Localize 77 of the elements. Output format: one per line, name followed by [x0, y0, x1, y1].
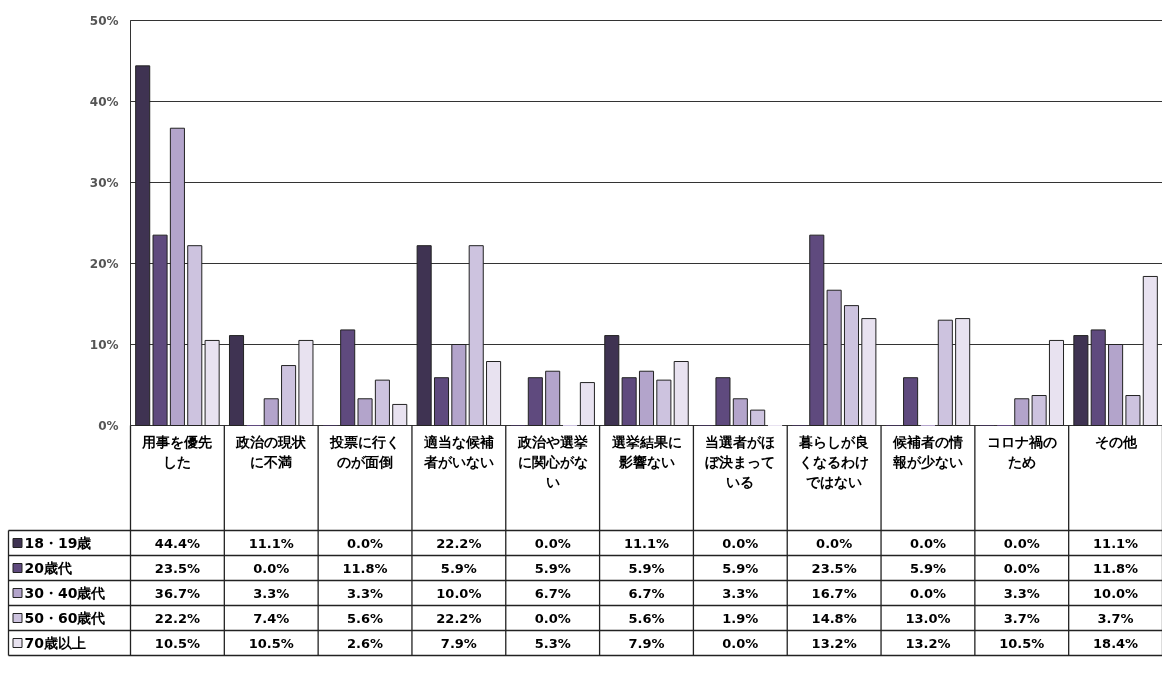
data-label: 36.7%: [154, 585, 200, 601]
data-label: 1.9%: [722, 610, 759, 626]
data-label: 11.1%: [623, 535, 670, 551]
y-tick-label: 30%: [89, 175, 119, 190]
data-label: 11.1%: [248, 535, 294, 551]
data-label: 18.4%: [1093, 635, 1139, 651]
legend-label: 50・60歳代: [24, 610, 106, 626]
x-tick-label: 政治の現状に不満: [235, 433, 308, 470]
data-label: 0.0%: [347, 535, 384, 551]
data-label: 14.8%: [811, 610, 857, 626]
data-label: 22.2%: [436, 610, 482, 626]
legend-label: 18・19歳: [24, 535, 92, 551]
data-label: 13.2%: [811, 635, 857, 651]
y-tick-label: 10%: [89, 337, 119, 352]
data-label: 5.9%: [440, 560, 477, 576]
x-tick-label: 選挙結果に影響ない: [610, 433, 682, 470]
data-label: 22.2%: [436, 535, 482, 551]
legend-label: 30・40歳代: [24, 585, 106, 601]
data-label: 0.0%: [534, 610, 571, 626]
data-label: 0.0%: [722, 535, 759, 551]
data-label: 3.3%: [347, 585, 384, 601]
data-label: 7.4%: [253, 610, 290, 626]
data-label: 5.6%: [347, 610, 384, 626]
data-label: 10.0%: [436, 585, 482, 601]
data-label: 6.7%: [534, 585, 571, 601]
y-tick-label: 0%: [98, 418, 119, 433]
data-label: 11.1%: [1093, 535, 1139, 551]
x-tick-label: 候補者の情報が少ない: [891, 433, 963, 470]
x-tick-label: コロナ禍のため: [986, 433, 1057, 470]
x-tick-label: その他: [1094, 433, 1138, 450]
data-label: 13.0%: [905, 610, 951, 626]
y-tick-label: 20%: [89, 256, 119, 271]
x-tick-label: 当選者がほぼ決まっている: [705, 433, 776, 490]
data-label: 0.0%: [909, 535, 946, 551]
data-label: 0.0%: [909, 585, 946, 601]
data-label: 5.9%: [722, 560, 759, 576]
data-label: 10.5%: [248, 635, 294, 651]
data-label: 7.9%: [440, 635, 477, 651]
y-tick-label: 40%: [89, 94, 119, 109]
data-label: 16.7%: [811, 585, 857, 601]
x-tick-label: 適当な候補者がいない: [422, 433, 494, 470]
data-label: 7.9%: [628, 635, 665, 651]
data-label: 0.0%: [816, 535, 853, 551]
data-label: 3.3%: [1003, 585, 1040, 601]
data-label: 23.5%: [154, 560, 200, 576]
data-label: 11.8%: [1093, 560, 1139, 576]
data-label: 0.0%: [534, 535, 571, 551]
x-tick-label: 用事を優先した: [141, 433, 213, 470]
data-label: 44.4%: [154, 535, 200, 551]
data-label: 0.0%: [1003, 535, 1040, 551]
data-label: 22.2%: [154, 610, 200, 626]
data-label: 5.3%: [534, 635, 571, 651]
data-label: 3.7%: [1097, 610, 1134, 626]
data-label: 10.5%: [154, 635, 200, 651]
legend-label: 70歳以上: [24, 635, 86, 651]
data-label: 0.0%: [253, 560, 290, 576]
x-tick-label: 暮らしが良くなるわけではない: [798, 433, 870, 490]
data-label: 5.9%: [909, 560, 946, 576]
data-label: 10.0%: [1093, 585, 1139, 601]
data-label: 10.5%: [999, 635, 1045, 651]
legend-label: 20歳代: [24, 560, 72, 576]
data-label: 3.3%: [253, 585, 290, 601]
data-label: 3.3%: [722, 585, 759, 601]
data-label: 13.2%: [905, 635, 951, 651]
data-label: 5.6%: [628, 610, 665, 626]
y-tick-label: 50%: [89, 13, 119, 28]
data-label: 2.6%: [347, 635, 384, 651]
x-tick-label: 投票に行くのが面倒: [329, 433, 401, 470]
data-label: 5.9%: [534, 560, 571, 576]
data-label: 0.0%: [1003, 560, 1040, 576]
data-label: 0.0%: [722, 635, 759, 651]
data-label: 5.9%: [628, 560, 665, 576]
data-label: 3.7%: [1003, 610, 1040, 626]
x-tick-label: 政治や選挙に関心がない: [516, 433, 588, 490]
data-label: 11.8%: [342, 560, 388, 576]
data-label: 6.7%: [628, 585, 665, 601]
data-label: 23.5%: [811, 560, 857, 576]
